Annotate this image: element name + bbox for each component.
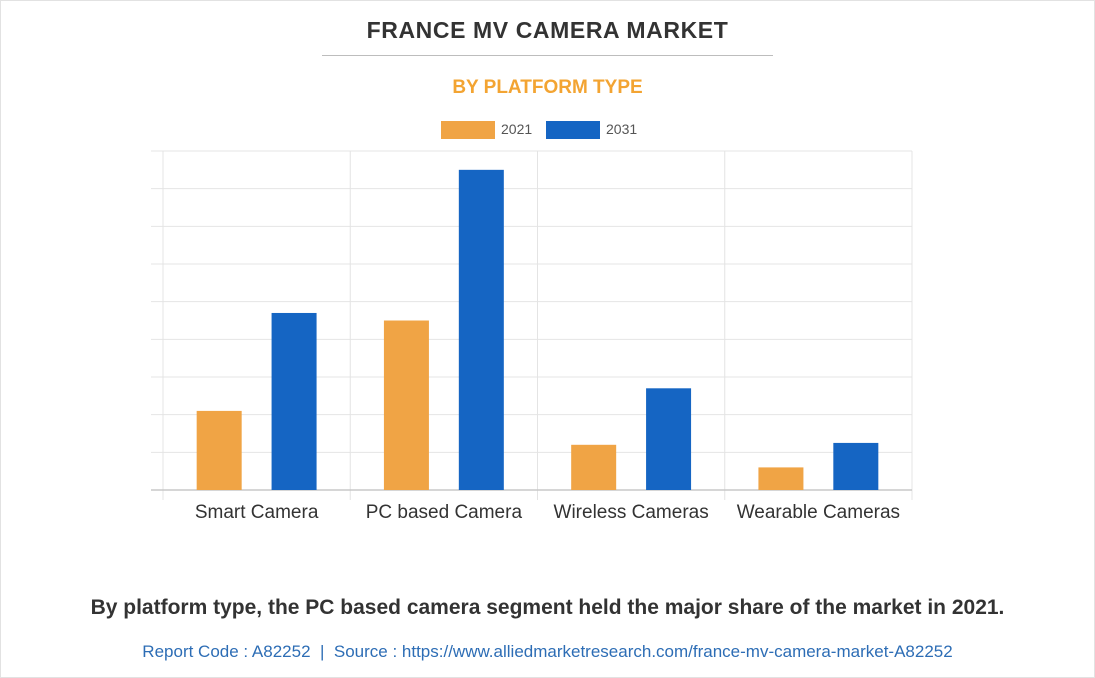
bar-2031-smart-camera bbox=[271, 312, 317, 490]
x-tick-label: PC based Camera bbox=[366, 502, 523, 523]
legend-swatch-2031 bbox=[546, 121, 600, 139]
bar-2031-wearable-cameras bbox=[833, 442, 879, 490]
bar-2021-wearable-cameras bbox=[758, 467, 804, 490]
chart-subtitle: BY PLATFORM TYPE bbox=[452, 77, 643, 98]
legend-label-2031: 2031 bbox=[606, 121, 638, 137]
x-tick-label: Wearable Cameras bbox=[737, 502, 900, 523]
bar-2021-pc-based-camera bbox=[383, 320, 429, 490]
legend-label-2021: 2021 bbox=[501, 121, 533, 137]
bar-chart: Smart Camera PC based Camera Wireless Came… bbox=[151, 150, 913, 523]
bar-2021-wireless-cameras bbox=[571, 444, 617, 490]
bar-2021-smart-camera bbox=[196, 410, 242, 490]
bar-2031-wireless-cameras bbox=[646, 388, 692, 490]
source-link[interactable]: Source : https://www.alliedmarketresearc… bbox=[333, 642, 953, 661]
title-divider bbox=[322, 55, 773, 56]
footer: Report Code : A82252 | Source : https://… bbox=[0, 642, 1095, 662]
legend-swatch-2021 bbox=[441, 121, 495, 139]
x-tick-label: Smart Camera bbox=[195, 502, 319, 523]
footer-separator: | bbox=[319, 642, 325, 661]
page-title: FRANCE MV CAMERA MARKET bbox=[366, 17, 729, 43]
bar-2031-pc-based-camera bbox=[458, 169, 504, 491]
chart-caption: By platform type, the PC based camera se… bbox=[90, 596, 1005, 619]
x-tick-label: Wireless Cameras bbox=[554, 502, 709, 523]
report-code: Report Code : A82252 bbox=[142, 642, 311, 661]
